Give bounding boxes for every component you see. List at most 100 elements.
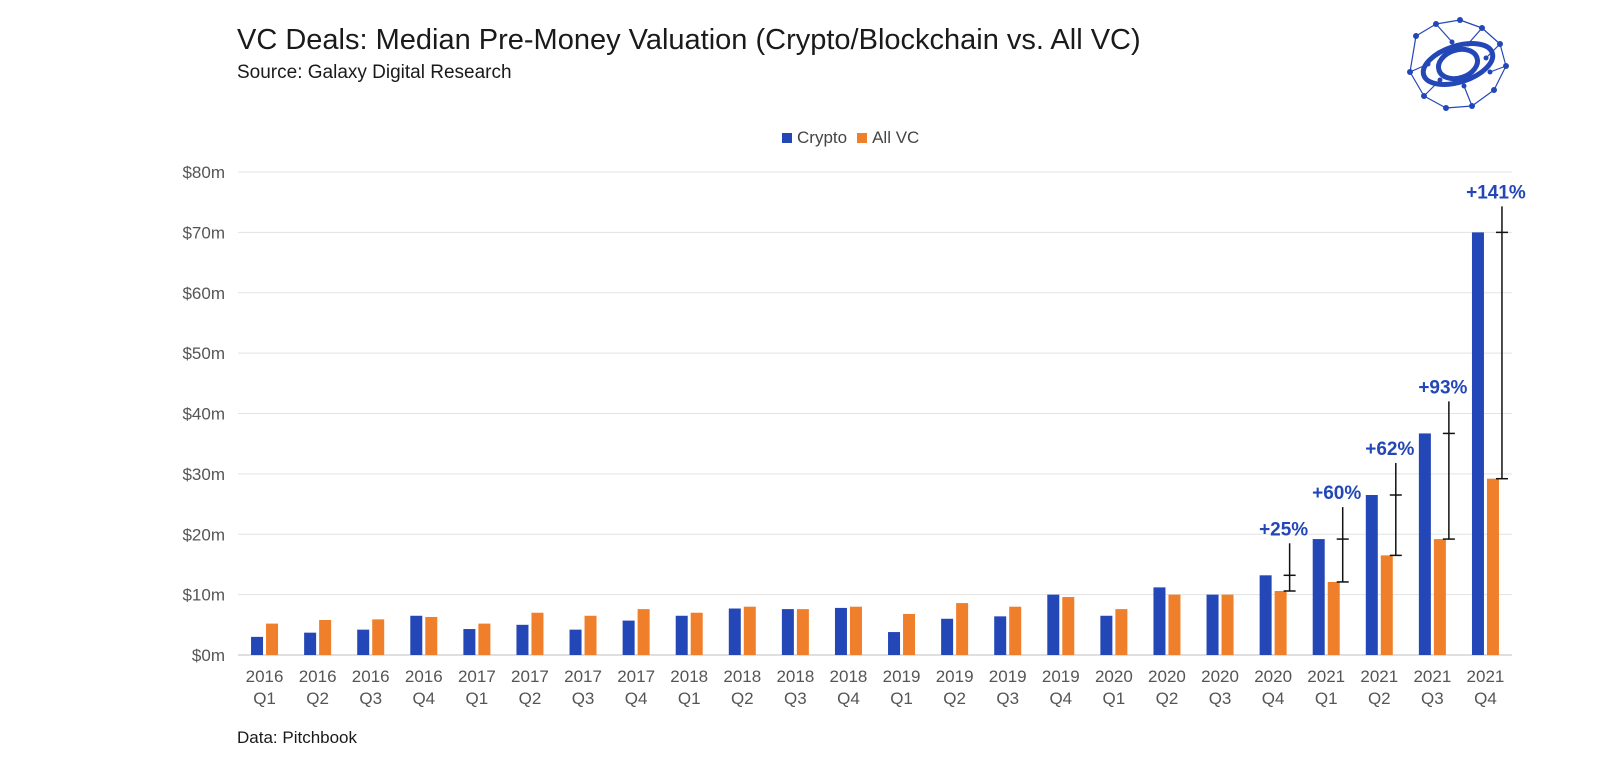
x-tick-label-year: 2020 bbox=[1201, 667, 1239, 686]
x-tick-label-quarter: Q3 bbox=[572, 689, 595, 708]
bar-crypto bbox=[1312, 539, 1325, 655]
x-tick-label-quarter: Q3 bbox=[359, 689, 382, 708]
bar-crypto bbox=[1047, 594, 1060, 655]
bar-crypto bbox=[1206, 594, 1219, 655]
bar-crypto bbox=[994, 616, 1007, 655]
x-tick-label-quarter: Q3 bbox=[1209, 689, 1232, 708]
x-tick-label-quarter: Q1 bbox=[1103, 689, 1126, 708]
bar-crypto bbox=[1153, 587, 1166, 655]
bar-all-vc bbox=[849, 606, 862, 655]
x-tick-label-quarter: Q2 bbox=[1368, 689, 1391, 708]
bar-all-vc bbox=[1274, 591, 1287, 655]
annotation-label: +60% bbox=[1312, 483, 1361, 504]
bar-crypto bbox=[1100, 615, 1113, 655]
bar-crypto bbox=[251, 636, 264, 655]
bar-all-vc bbox=[1062, 597, 1075, 655]
bar-all-vc bbox=[584, 615, 597, 655]
bar-all-vc bbox=[637, 609, 650, 655]
x-tick-label-quarter: Q1 bbox=[253, 689, 276, 708]
legend-item-all-vc: All VC bbox=[857, 128, 919, 148]
bar-all-vc bbox=[372, 619, 385, 655]
bar-crypto bbox=[1418, 433, 1431, 655]
bar-all-vc bbox=[1168, 594, 1181, 655]
x-tick-label-year: 2018 bbox=[670, 667, 708, 686]
x-tick-label-year: 2017 bbox=[458, 667, 496, 686]
legend-swatch-crypto bbox=[782, 133, 792, 143]
bar-crypto bbox=[675, 615, 688, 655]
bar-crypto bbox=[622, 620, 635, 655]
x-tick-label-quarter: Q2 bbox=[1156, 689, 1179, 708]
bar-all-vc bbox=[1327, 581, 1340, 655]
x-tick-label-year: 2016 bbox=[246, 667, 284, 686]
x-tick-label-quarter: Q1 bbox=[678, 689, 701, 708]
bar-all-vc bbox=[1115, 609, 1128, 655]
legend-label-crypto: Crypto bbox=[797, 128, 848, 147]
bar-crypto bbox=[463, 629, 476, 655]
x-tick-label-year: 2019 bbox=[989, 667, 1027, 686]
bar-crypto bbox=[516, 624, 529, 655]
legend-label-all-vc: All VC bbox=[872, 128, 920, 147]
x-tick-label-year: 2019 bbox=[936, 667, 974, 686]
x-tick-label-year: 2020 bbox=[1254, 667, 1292, 686]
bar-all-vc bbox=[478, 623, 491, 655]
x-tick-label-year: 2018 bbox=[723, 667, 761, 686]
y-tick-label: $10m bbox=[182, 586, 225, 605]
x-tick-label-year: 2016 bbox=[405, 667, 443, 686]
bar-all-vc bbox=[1486, 478, 1499, 655]
bar-crypto bbox=[410, 615, 423, 655]
x-tick-label-year: 2017 bbox=[564, 667, 602, 686]
x-tick-label-year: 2018 bbox=[830, 667, 868, 686]
x-tick-label-year: 2017 bbox=[511, 667, 549, 686]
y-tick-label: $40m bbox=[182, 405, 225, 424]
bar-all-vc bbox=[1380, 555, 1393, 655]
legend-item-crypto: Crypto bbox=[782, 128, 847, 148]
y-tick-label: $0m bbox=[192, 646, 225, 665]
bar-all-vc bbox=[956, 603, 969, 655]
bar-crypto bbox=[357, 629, 370, 655]
x-tick-label-quarter: Q2 bbox=[306, 689, 329, 708]
y-tick-label: $70m bbox=[182, 223, 225, 242]
annotation-label: +62% bbox=[1365, 439, 1414, 460]
data-source-note: Data: Pitchbook bbox=[237, 728, 358, 747]
x-tick-label-year: 2020 bbox=[1148, 667, 1186, 686]
bar-all-vc bbox=[1009, 606, 1022, 655]
bar-crypto bbox=[728, 608, 741, 655]
x-tick-label-year: 2020 bbox=[1095, 667, 1133, 686]
x-tick-label-year: 2021 bbox=[1307, 667, 1345, 686]
bar-crypto bbox=[569, 629, 582, 655]
x-tick-label-quarter: Q4 bbox=[412, 689, 435, 708]
annotation-label: +25% bbox=[1259, 519, 1308, 540]
x-tick-label-quarter: Q3 bbox=[1421, 689, 1444, 708]
x-tick-label-quarter: Q4 bbox=[1474, 689, 1497, 708]
x-tick-label-quarter: Q3 bbox=[784, 689, 807, 708]
x-tick-label-year: 2021 bbox=[1413, 667, 1451, 686]
bar-crypto bbox=[888, 632, 901, 655]
page-subtitle: Source: Galaxy Digital Research bbox=[237, 62, 512, 83]
bar-crypto bbox=[941, 618, 954, 655]
bar-all-vc bbox=[266, 623, 279, 655]
x-tick-label-year: 2017 bbox=[617, 667, 655, 686]
x-tick-label-year: 2016 bbox=[352, 667, 390, 686]
x-tick-label-quarter: Q2 bbox=[731, 689, 754, 708]
x-tick-label-year: 2021 bbox=[1467, 667, 1505, 686]
x-tick-label-quarter: Q4 bbox=[1262, 689, 1285, 708]
x-tick-label-quarter: Q4 bbox=[625, 689, 648, 708]
y-tick-label: $30m bbox=[182, 465, 225, 484]
bar-crypto bbox=[1259, 575, 1272, 655]
bar-crypto bbox=[781, 609, 794, 655]
bar-all-vc bbox=[743, 606, 756, 655]
annotation-label: +93% bbox=[1418, 377, 1467, 398]
y-tick-label: $60m bbox=[182, 284, 225, 303]
annotation-label: +141% bbox=[1466, 182, 1526, 203]
x-tick-label-quarter: Q2 bbox=[519, 689, 542, 708]
bar-crypto bbox=[1471, 232, 1484, 655]
x-tick-label-quarter: Q4 bbox=[837, 689, 860, 708]
x-tick-label-year: 2016 bbox=[299, 667, 337, 686]
legend-swatch-all-vc bbox=[857, 133, 868, 143]
y-tick-label: $80m bbox=[182, 163, 225, 182]
bar-all-vc bbox=[903, 613, 916, 655]
bar-all-vc bbox=[531, 612, 544, 655]
y-tick-label: $50m bbox=[182, 344, 225, 363]
galaxy-network-logo-icon bbox=[1407, 17, 1509, 111]
bar-all-vc bbox=[796, 609, 809, 655]
